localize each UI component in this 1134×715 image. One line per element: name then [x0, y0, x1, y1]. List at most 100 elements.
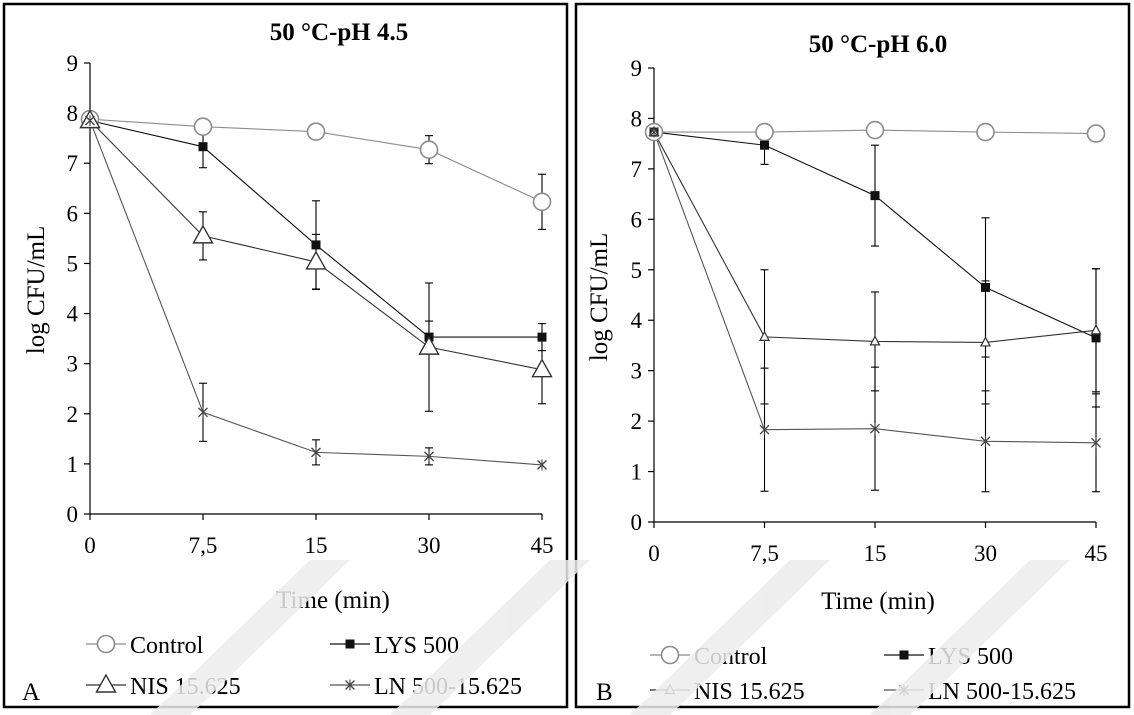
- legend: Control LYS 500 NIS 15.625 LN 500-15.625: [86, 633, 522, 700]
- legend-marker: [345, 639, 355, 649]
- y-tick-label: 1: [67, 452, 79, 477]
- series-markers-0: [80, 109, 552, 212]
- panel-frame: [574, 2, 1131, 709]
- series-markers-3: [649, 126, 1101, 449]
- legend-marker: [664, 683, 676, 695]
- legend-label: NIS 15.625: [694, 679, 805, 705]
- legend-marker: [899, 650, 909, 660]
- x-tick-label: 0: [648, 541, 660, 566]
- y-tick-label: 5: [631, 258, 643, 283]
- data-point: [198, 406, 208, 418]
- y-tick-label: 0: [631, 510, 643, 535]
- data-point: [760, 140, 769, 150]
- data-point: [755, 122, 774, 142]
- x-tick-label: 7,5: [189, 533, 218, 558]
- data-point: [537, 332, 547, 342]
- data-point: [424, 450, 434, 462]
- data-point: [193, 117, 213, 136]
- legend-label: Control: [694, 644, 768, 670]
- data-point: [311, 446, 321, 458]
- data-point: [1091, 333, 1101, 343]
- data-point: [306, 122, 326, 141]
- y-tick-label: 4: [67, 302, 79, 327]
- data-point: [870, 191, 880, 201]
- data-point: [1091, 437, 1101, 449]
- legend-label: LN 500-15.625: [928, 679, 1076, 705]
- y-tick-label: 3: [67, 352, 79, 377]
- legend-label: Control: [130, 633, 204, 659]
- data-point: [305, 250, 327, 270]
- y-tick-label: 7: [67, 151, 79, 176]
- data-point: [419, 140, 439, 159]
- y-tick-label: 2: [67, 402, 79, 427]
- data-point: [418, 335, 440, 355]
- y-tick-label: 6: [631, 207, 643, 232]
- data-point: [531, 358, 553, 378]
- legend-item: LN 500-15.625: [330, 674, 522, 700]
- panel-letter: A: [22, 679, 40, 706]
- y-tick-label: 4: [631, 308, 643, 333]
- legend-label: LYS 500: [374, 633, 459, 659]
- chart-title: 50 °C-pH 6.0: [809, 31, 947, 58]
- x-tick-label: 45: [1085, 541, 1108, 566]
- data-point: [1086, 124, 1106, 143]
- y-tick-label: 9: [631, 56, 643, 81]
- legend-item: NIS 15.625: [86, 673, 241, 700]
- data-point: [198, 142, 208, 152]
- data-point: [537, 459, 547, 471]
- data-point: [759, 330, 770, 341]
- y-tick-label: 7: [631, 157, 643, 182]
- data-point: [1090, 324, 1102, 335]
- y-tick-label: 0: [67, 502, 79, 527]
- x-tick-label: 30: [418, 533, 441, 558]
- y-tick-label: 1: [631, 460, 643, 485]
- data-point: [980, 435, 991, 447]
- data-point: [532, 192, 552, 212]
- data-point: [869, 335, 881, 346]
- legend-marker: [96, 634, 116, 654]
- legend-marker: [95, 673, 117, 693]
- series-line-3: [89, 120, 543, 466]
- data-point: [976, 122, 995, 142]
- y-tick-label: 8: [67, 101, 79, 126]
- panel-letter: B: [596, 679, 613, 706]
- legend-item: LYS 500: [330, 633, 459, 659]
- x-tick-label: 30: [974, 541, 997, 566]
- data-point: [192, 224, 214, 244]
- x-tick-label: 15: [864, 541, 887, 566]
- data-point: [759, 424, 770, 436]
- data-point: [311, 240, 321, 250]
- legend-item: LN 500-15.625: [884, 679, 1076, 705]
- legend-item: NIS 15.625: [650, 679, 805, 705]
- x-tick-label: 45: [531, 533, 554, 558]
- series-markers-3: [85, 115, 547, 471]
- legend-label: LYS 500: [928, 644, 1013, 670]
- y-tick-label: 3: [631, 359, 643, 384]
- x-tick-label: 0: [84, 533, 96, 558]
- legend-label: NIS 15.625: [130, 674, 241, 700]
- legend-item: LYS 500: [884, 644, 1013, 670]
- legend-item: Control: [86, 633, 204, 659]
- x-axis-label: Time (min): [276, 587, 390, 614]
- legend: Control LYS 500 NIS 15.625 LN 500-15.625: [650, 644, 1076, 705]
- x-tick-label: 15: [305, 533, 328, 558]
- data-point: [865, 120, 885, 140]
- legend-item: Control: [650, 644, 768, 670]
- x-axis-label: Time (min): [821, 588, 935, 615]
- y-axis-label: log CFU/mL: [586, 233, 613, 362]
- y-tick-label: 6: [67, 201, 79, 226]
- y-tick-label: 9: [67, 51, 79, 76]
- legend-label: LN 500-15.625: [374, 674, 522, 700]
- chart-title: 50 °C-pH 4.5: [270, 19, 408, 46]
- data-point: [980, 336, 991, 347]
- y-axis-label: log CFU/mL: [23, 226, 50, 355]
- data-point: [870, 423, 880, 435]
- data-point: [649, 126, 659, 138]
- data-point: [981, 282, 990, 292]
- y-tick-label: 5: [67, 251, 79, 276]
- y-tick-label: 8: [631, 106, 643, 131]
- x-tick-label: 7,5: [750, 541, 779, 566]
- legend-marker: [660, 645, 680, 665]
